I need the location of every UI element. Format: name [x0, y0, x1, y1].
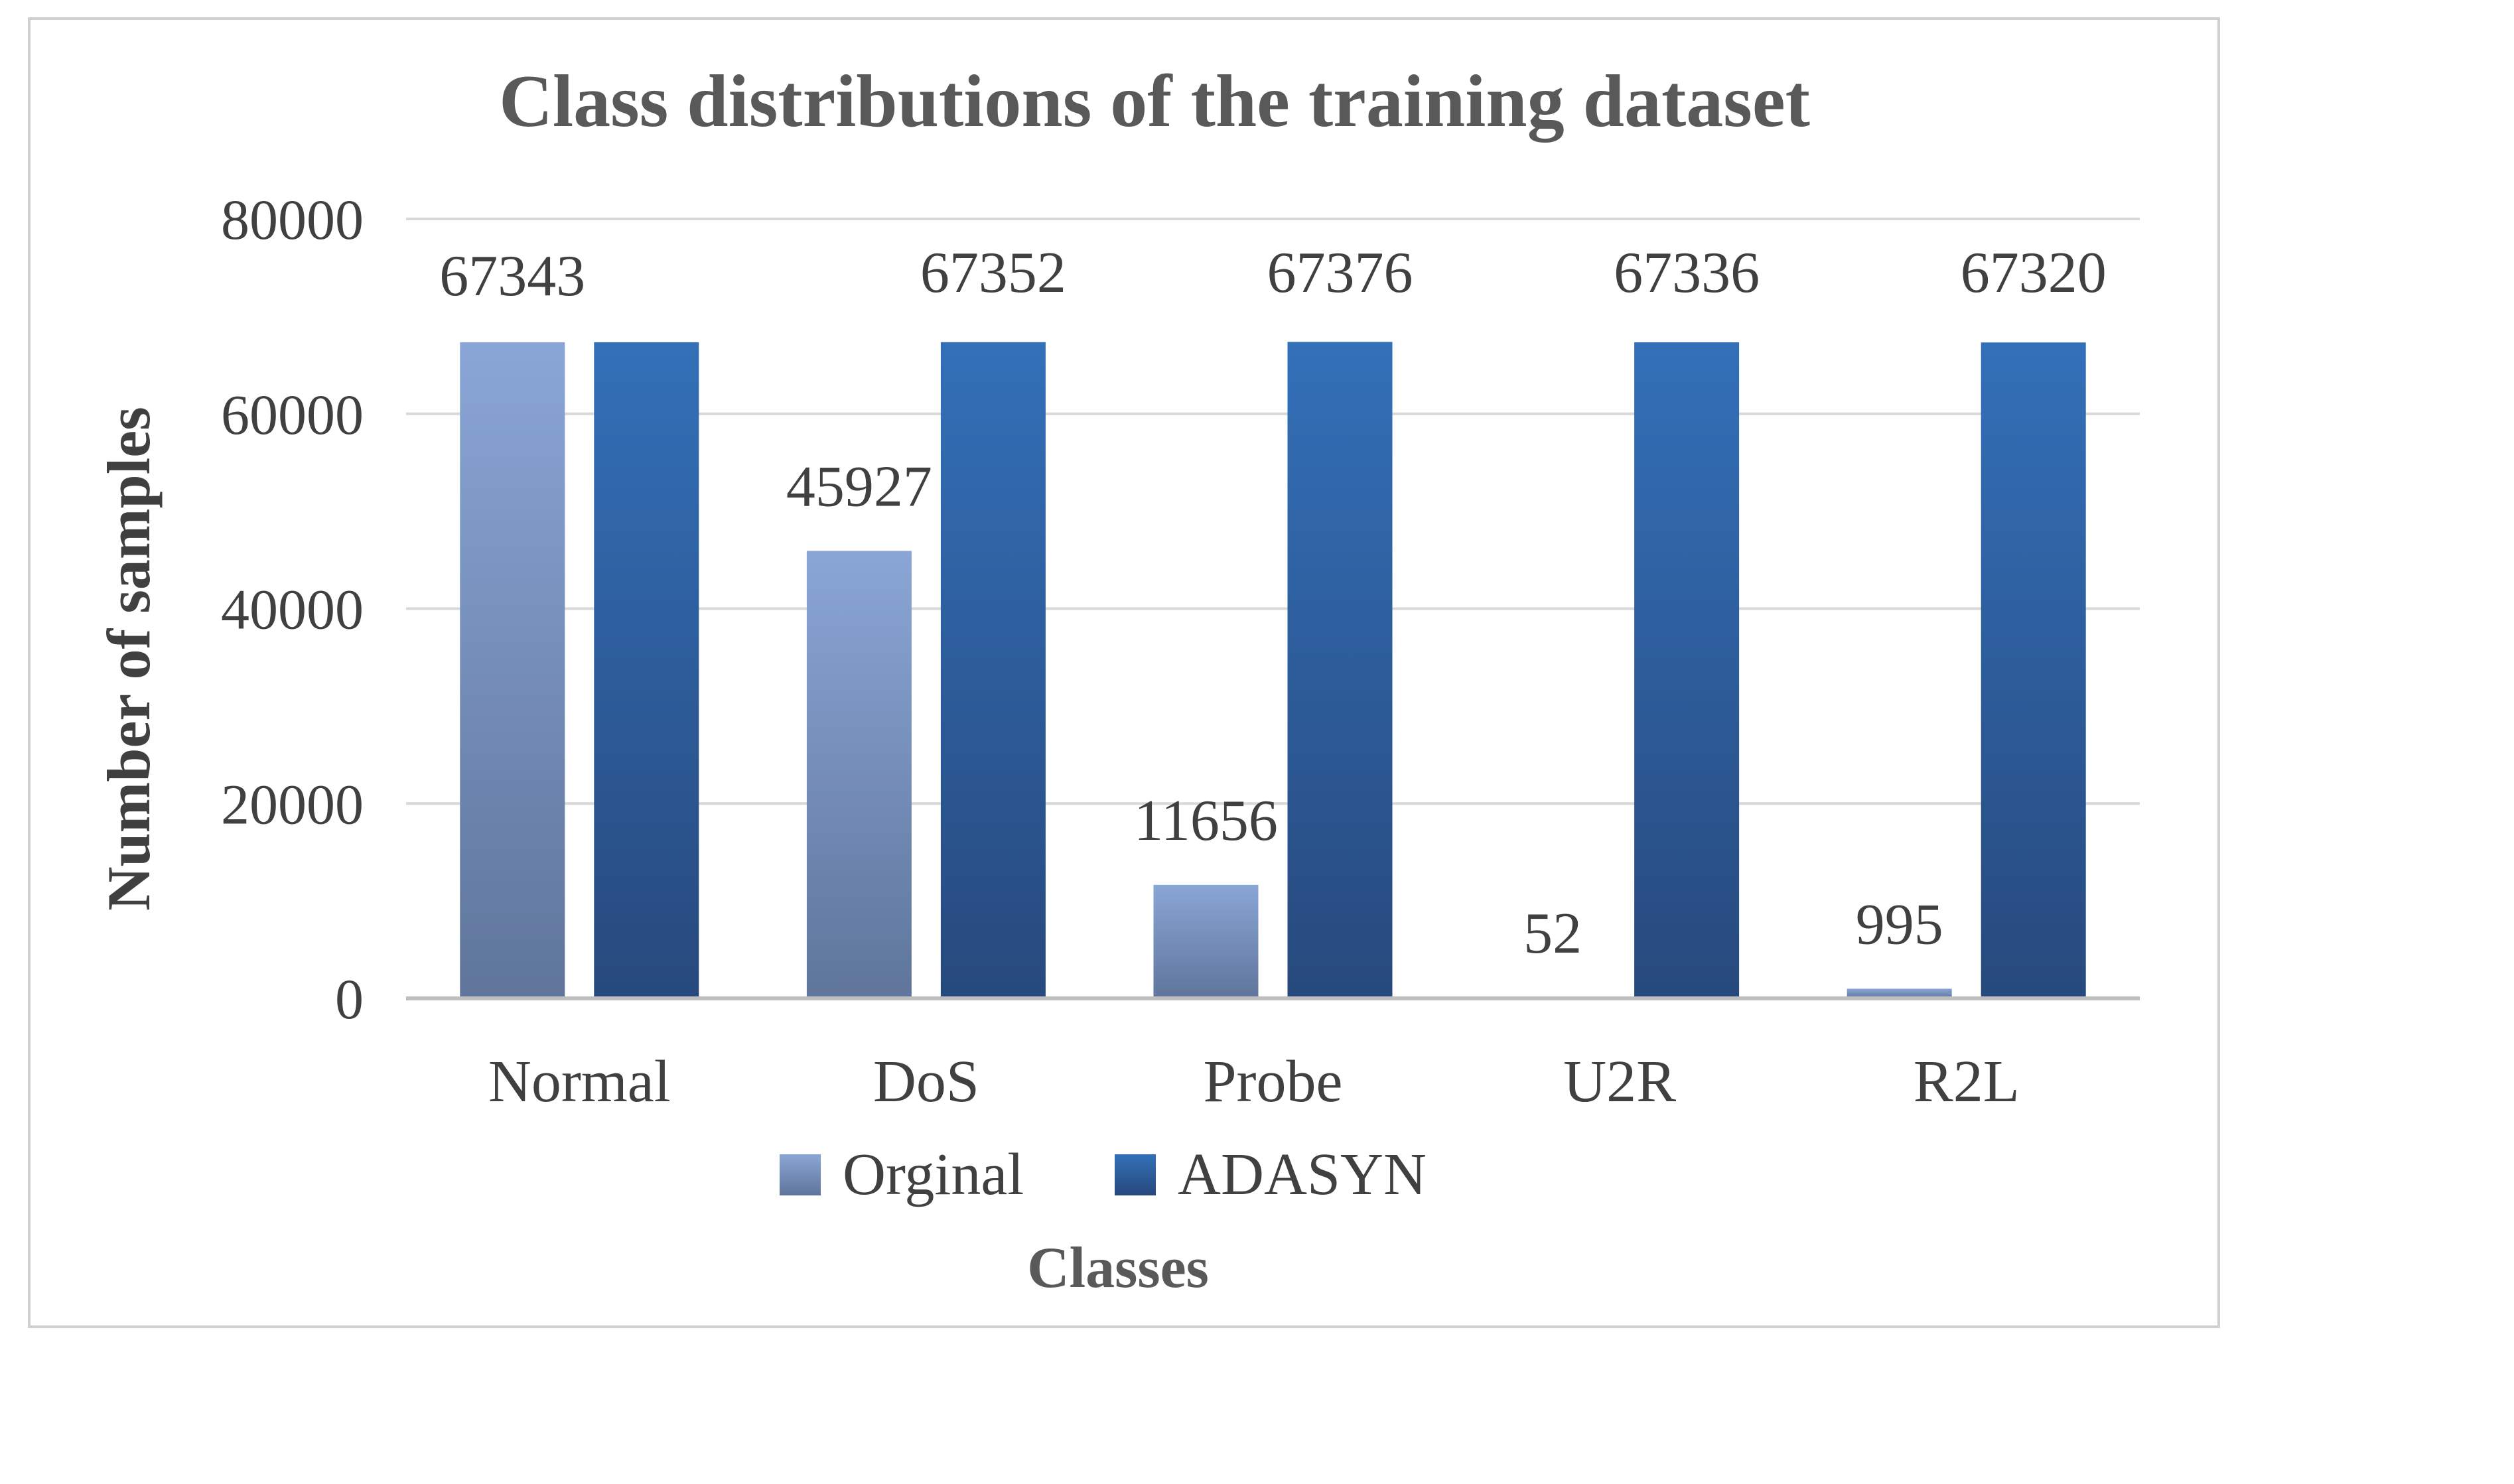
legend: Orginal ADASYN [780, 1142, 1427, 1207]
bar-adasyn-normal [594, 342, 699, 998]
x-tick-label-dos: DoS [873, 1049, 979, 1114]
y-tick-label: 40000 [221, 578, 364, 641]
bar-adasyn-r2l [1981, 342, 2086, 998]
data-label-adasyn-probe: 67376 [1267, 241, 1413, 305]
y-tick-label: 60000 [221, 383, 364, 446]
bars [460, 342, 2086, 998]
y-axis-tick-labels: 0 20000 40000 60000 80000 [221, 188, 364, 1031]
x-tick-label-probe: Probe [1204, 1049, 1343, 1114]
data-label-original-probe: 11656 [1134, 789, 1278, 853]
y-axis-title: Number of samples [95, 407, 163, 911]
y-tick-label: 80000 [221, 188, 364, 251]
bar-original-r2l [1847, 988, 1952, 998]
chart-title: Class distributions of the training data… [499, 60, 1810, 143]
x-axis-title: Classes [1027, 1236, 1209, 1300]
y-tick-label: 20000 [221, 772, 364, 836]
data-label-adasyn-r2l: 67320 [1961, 241, 2107, 305]
bar-original-dos [806, 551, 912, 998]
data-label-original-normal: 67343 [439, 244, 585, 308]
data-label-adasyn-dos: 67352 [920, 241, 1066, 305]
legend-swatch-adasyn [1115, 1154, 1156, 1195]
bar-original-probe [1153, 884, 1259, 998]
bar-original-normal [460, 342, 565, 998]
legend-label-original: Orginal [843, 1142, 1024, 1207]
legend-swatch-original [780, 1154, 821, 1195]
legend-label-adasyn: ADASYN [1178, 1142, 1427, 1207]
x-tick-label-normal: Normal [488, 1049, 671, 1114]
chart-border [28, 17, 2220, 1328]
data-labels: 67343 45927 67352 11656 67376 52 67336 995 67320 [439, 241, 2106, 966]
x-tick-label-r2l: R2L [1914, 1049, 2020, 1114]
data-label-original-dos: 45927 [786, 454, 932, 519]
data-label-original-u2r: 52 [1523, 902, 1582, 966]
bar-adasyn-dos [940, 342, 1046, 998]
data-label-adasyn-u2r: 67336 [1614, 241, 1760, 305]
bar-adasyn-probe [1287, 342, 1393, 998]
bar-adasyn-u2r [1634, 342, 1740, 998]
y-tick-label: 0 [335, 967, 364, 1031]
x-tick-label-u2r: U2R [1563, 1049, 1676, 1114]
x-axis-tick-labels: Normal DoS Probe U2R R2L [488, 1049, 2020, 1114]
data-label-original-r2l: 995 [1856, 892, 1943, 957]
